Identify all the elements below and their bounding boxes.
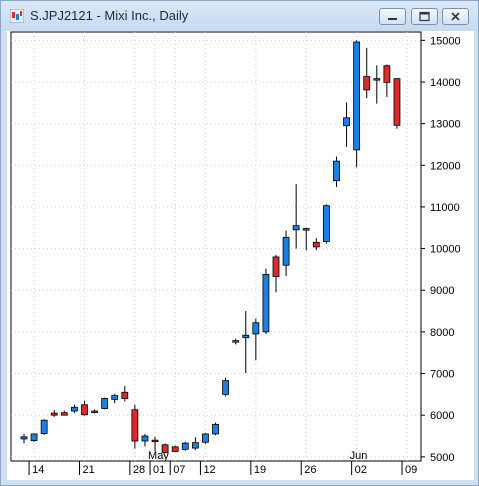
y-tick-label: 7000	[430, 369, 454, 381]
candle-body-up	[202, 433, 209, 443]
candle-body-down	[81, 404, 88, 416]
candle-body-down	[383, 65, 391, 83]
candle-body-up	[252, 322, 260, 335]
candle-body-down	[121, 391, 129, 399]
x-tick-label: 21	[82, 464, 94, 476]
title-bar[interactable]: S.JPJ2121 - Mixi Inc., Daily	[1, 1, 478, 31]
y-tick-label: 9000	[430, 285, 454, 297]
chart-area[interactable]: 5000 6000 7000 8000 9000 10000 11000 12000 13000…	[7, 31, 474, 480]
candle-body-up	[333, 160, 340, 182]
candle-body-up	[30, 433, 38, 441]
y-tick-label: 8000	[430, 327, 454, 339]
grid-lines	[11, 32, 421, 461]
plot-frame	[10, 31, 422, 462]
candle-body-up	[181, 442, 189, 450]
candle-body-up	[222, 380, 230, 395]
x-tick-label: 19	[254, 464, 266, 476]
candle-body-up	[101, 398, 109, 409]
candle-body-up	[302, 228, 310, 231]
candles	[20, 40, 401, 454]
y-tick-label: 11000	[430, 202, 460, 214]
candle-body-up	[40, 419, 48, 434]
candle-body-up	[141, 435, 149, 442]
candle-body-down	[272, 256, 280, 277]
candle-body-up	[282, 236, 290, 266]
candle-body-up	[343, 117, 350, 127]
y-tick-label: 5000	[430, 452, 454, 464]
minimize-icon	[388, 18, 397, 20]
candle-body-up	[242, 334, 250, 339]
candle-body-down	[151, 439, 159, 443]
candle-body-down	[312, 241, 320, 248]
candle-body-up	[322, 205, 330, 242]
maximize-icon	[419, 11, 430, 22]
candle-body-up	[191, 442, 199, 449]
chart-app-icon	[10, 9, 24, 23]
candle-body-up	[262, 274, 270, 333]
y-tick-label: 15000	[430, 35, 461, 47]
candle-body-up	[20, 436, 28, 440]
window-title: S.JPJ2121 - Mixi Inc., Daily	[30, 8, 189, 23]
x-tick-label: 14	[32, 464, 44, 476]
x-tick-label: 02	[355, 464, 367, 476]
candle-body-up	[111, 395, 119, 400]
candle-body-down	[50, 412, 58, 416]
candle-body-down	[363, 76, 371, 91]
y-tick-label: 12000	[430, 160, 461, 172]
maximize-button[interactable]	[411, 8, 438, 25]
candle-body-down	[171, 446, 179, 452]
candle-body-down	[60, 412, 68, 416]
candle-body-down	[131, 409, 139, 442]
x-tick-label: 26	[304, 464, 316, 476]
x-tick-label: 09	[405, 464, 417, 476]
y-tick-label: 13000	[430, 119, 461, 131]
x-tick-label: 01	[153, 464, 165, 476]
candle-body-up	[232, 340, 240, 343]
candle-body-down	[393, 78, 401, 126]
y-tick-label: 6000	[430, 410, 454, 422]
x-tick-label: 07	[173, 464, 185, 476]
x-axis: 14 21 28 01 07 12 19 26 02 09 May Jun	[28, 450, 417, 476]
candlestick-chart[interactable]: 5000 6000 7000 8000 9000 10000 11000 12000 13000…	[7, 31, 474, 480]
x-tick-label: 28	[133, 464, 145, 476]
month-label: May	[148, 450, 169, 462]
candle-body-up	[212, 423, 219, 435]
candle-body-up	[292, 225, 300, 231]
candle-body-up	[353, 41, 361, 151]
month-label: Jun	[350, 450, 368, 462]
y-tick-label: 14000	[430, 77, 461, 89]
y-tick-label: 10000	[430, 244, 461, 256]
candle-body-up	[71, 406, 78, 412]
close-button[interactable]	[442, 8, 469, 25]
y-axis: 5000 6000 7000 8000 9000 10000 11000 12000 13000…	[421, 35, 461, 464]
minimize-button[interactable]	[379, 8, 406, 25]
candle-body-up	[373, 78, 381, 81]
close-icon	[451, 12, 460, 21]
candle-body-up	[91, 410, 98, 413]
candle-body-down	[161, 444, 169, 454]
x-tick-label: 12	[203, 464, 215, 476]
